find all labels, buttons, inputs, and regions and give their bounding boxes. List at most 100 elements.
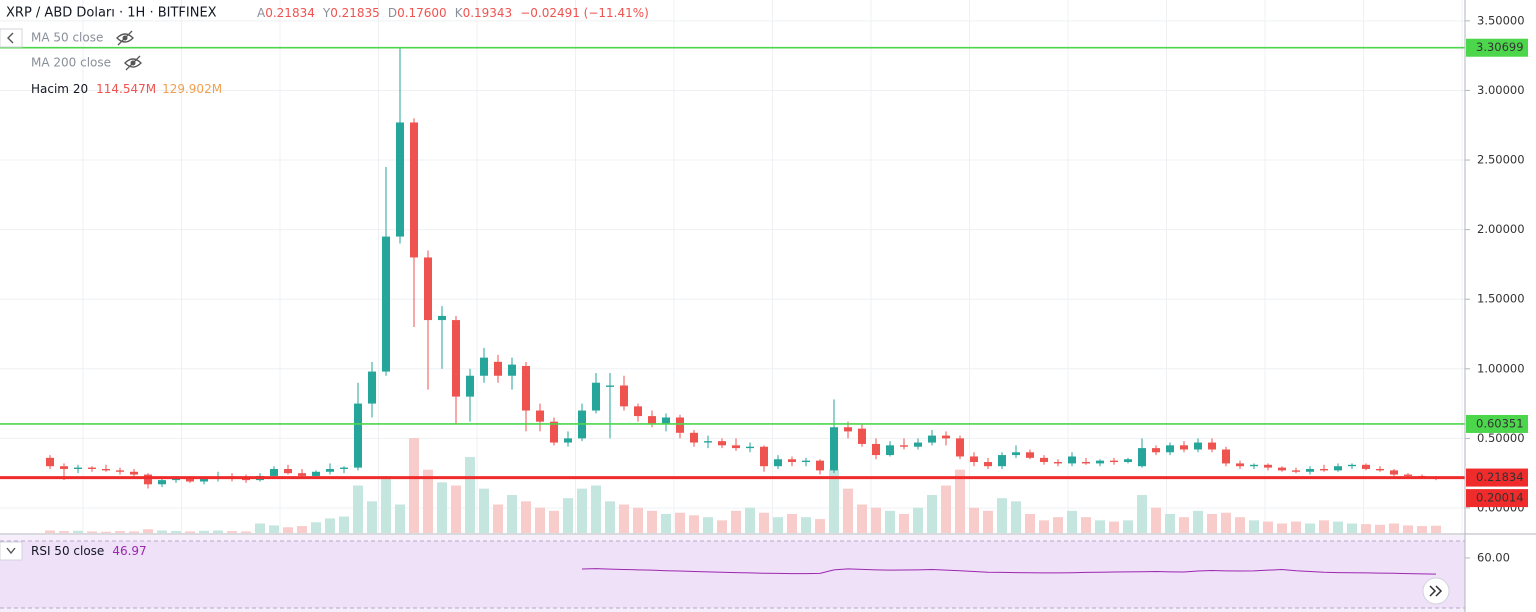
level-label-bg bbox=[1466, 414, 1528, 433]
candle-body bbox=[662, 417, 670, 425]
volume-bar bbox=[437, 482, 447, 533]
volume-bar bbox=[563, 498, 573, 533]
candle-body bbox=[1404, 474, 1412, 476]
ohlc: A0.21834 Y0.21835 D0.17600 K0.19343 −0.02491… bbox=[257, 6, 649, 20]
ma200-legend: MA 200 close bbox=[31, 56, 111, 70]
candle-body bbox=[522, 366, 530, 411]
volume-bar bbox=[1011, 501, 1021, 533]
candle-body bbox=[382, 236, 390, 372]
volume-bar bbox=[647, 510, 657, 533]
candle-body bbox=[788, 459, 796, 463]
volume-bar bbox=[1333, 521, 1343, 533]
y-tick-label: 2.50000 bbox=[1477, 153, 1525, 167]
volume-bar bbox=[1193, 510, 1203, 533]
volume-bar bbox=[1151, 507, 1161, 533]
volume-bar bbox=[857, 504, 867, 533]
volume-bar bbox=[451, 485, 461, 533]
candle-body bbox=[144, 474, 152, 485]
level-label-bg bbox=[1466, 489, 1528, 508]
candle-body bbox=[1278, 467, 1286, 471]
candle-body bbox=[648, 416, 656, 425]
volume-legend: Hacim 20 114.547M 129.902M bbox=[31, 82, 222, 96]
candle-body bbox=[1208, 442, 1216, 450]
volume-bar bbox=[535, 507, 545, 533]
volume-bar bbox=[1305, 523, 1315, 533]
volume-bar bbox=[353, 485, 363, 533]
scroll-to-latest-button[interactable] bbox=[1422, 577, 1450, 605]
visibility-toggle[interactable] bbox=[124, 55, 142, 71]
candle-body bbox=[200, 478, 208, 482]
volume-bar bbox=[213, 530, 223, 533]
candle-body bbox=[1264, 464, 1272, 468]
candle-body bbox=[858, 428, 866, 444]
candle-body bbox=[298, 473, 306, 476]
vertical-grid bbox=[82, 0, 1463, 534]
rsi-line bbox=[581, 568, 1437, 575]
volume-bar bbox=[619, 504, 629, 533]
volume-bar bbox=[1389, 523, 1399, 533]
candle-body bbox=[1040, 457, 1048, 463]
collapse-button[interactable] bbox=[0, 28, 23, 48]
y-tick-label: 1.50000 bbox=[1477, 292, 1525, 306]
candle-body bbox=[368, 371, 376, 404]
candle-body bbox=[130, 471, 138, 475]
collapse-button[interactable] bbox=[0, 541, 23, 561]
candle-body bbox=[1362, 464, 1370, 469]
candle-body bbox=[900, 445, 908, 447]
candle-body bbox=[816, 460, 824, 471]
volume-bar bbox=[983, 510, 993, 533]
volume-bar bbox=[227, 531, 237, 533]
candle-body bbox=[60, 466, 68, 469]
candle-body bbox=[830, 427, 838, 471]
y-tick-label: 3.00000 bbox=[1477, 83, 1525, 97]
visibility-toggle[interactable] bbox=[116, 30, 134, 46]
volume-bar bbox=[899, 514, 909, 533]
level-label: 0.21834 bbox=[1476, 470, 1524, 484]
candle-body bbox=[158, 480, 166, 485]
volume-bar bbox=[1249, 520, 1259, 533]
candle-body bbox=[746, 446, 754, 449]
volume-bar bbox=[1291, 521, 1301, 533]
candle-body bbox=[438, 315, 446, 321]
candle-body bbox=[1390, 470, 1398, 475]
candle-body bbox=[1222, 449, 1230, 464]
volume-bar bbox=[1263, 521, 1273, 533]
candle-body bbox=[494, 361, 502, 376]
candle-body bbox=[270, 468, 278, 476]
y-tick-label: 0.50000 bbox=[1477, 431, 1525, 445]
candle-body bbox=[1292, 470, 1300, 472]
candle-body bbox=[1236, 463, 1244, 467]
candle-body bbox=[1376, 468, 1384, 471]
candle-body bbox=[1152, 448, 1160, 453]
level-label: 0.60351 bbox=[1476, 416, 1524, 430]
candle-body bbox=[704, 441, 712, 443]
candle-body bbox=[914, 442, 922, 447]
volume-bar bbox=[549, 510, 559, 533]
volume-bar bbox=[1137, 495, 1147, 533]
volume-bar bbox=[1165, 514, 1175, 533]
candle-body bbox=[1320, 468, 1328, 471]
candle-body bbox=[1110, 460, 1118, 463]
volume-bar bbox=[381, 476, 391, 533]
volume-bar bbox=[1109, 521, 1119, 533]
volume-bar bbox=[269, 525, 279, 533]
volume-bar bbox=[941, 485, 951, 533]
volume-bar bbox=[395, 504, 405, 533]
volume-bar bbox=[1067, 510, 1077, 533]
volume-bar bbox=[465, 457, 475, 533]
candle-body bbox=[1012, 452, 1020, 456]
volume-bar bbox=[73, 530, 83, 533]
candle-body bbox=[424, 257, 432, 321]
volume-bar bbox=[115, 531, 125, 533]
candle-body bbox=[1054, 462, 1062, 464]
candle-body bbox=[396, 122, 404, 237]
candle-body bbox=[564, 438, 572, 443]
candle-body bbox=[410, 122, 418, 258]
volume-bar bbox=[1375, 524, 1385, 533]
volume-bar bbox=[577, 488, 587, 533]
candle-body bbox=[466, 375, 474, 397]
level-label: 0.20014 bbox=[1476, 491, 1524, 505]
volume-bar bbox=[843, 488, 853, 533]
volume-bar bbox=[703, 517, 713, 533]
